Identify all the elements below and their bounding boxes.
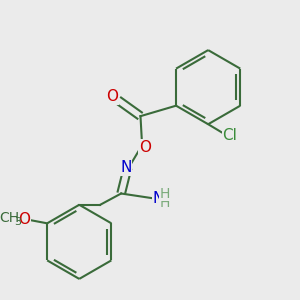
Text: O: O xyxy=(106,89,118,104)
Text: Cl: Cl xyxy=(222,128,237,143)
Text: N: N xyxy=(152,191,164,206)
Text: 3: 3 xyxy=(14,217,21,227)
Text: H: H xyxy=(160,196,170,210)
Text: O: O xyxy=(19,212,31,226)
Text: H: H xyxy=(160,187,170,200)
Text: N: N xyxy=(120,160,132,175)
Text: CH: CH xyxy=(0,212,19,226)
Text: O: O xyxy=(139,140,151,155)
